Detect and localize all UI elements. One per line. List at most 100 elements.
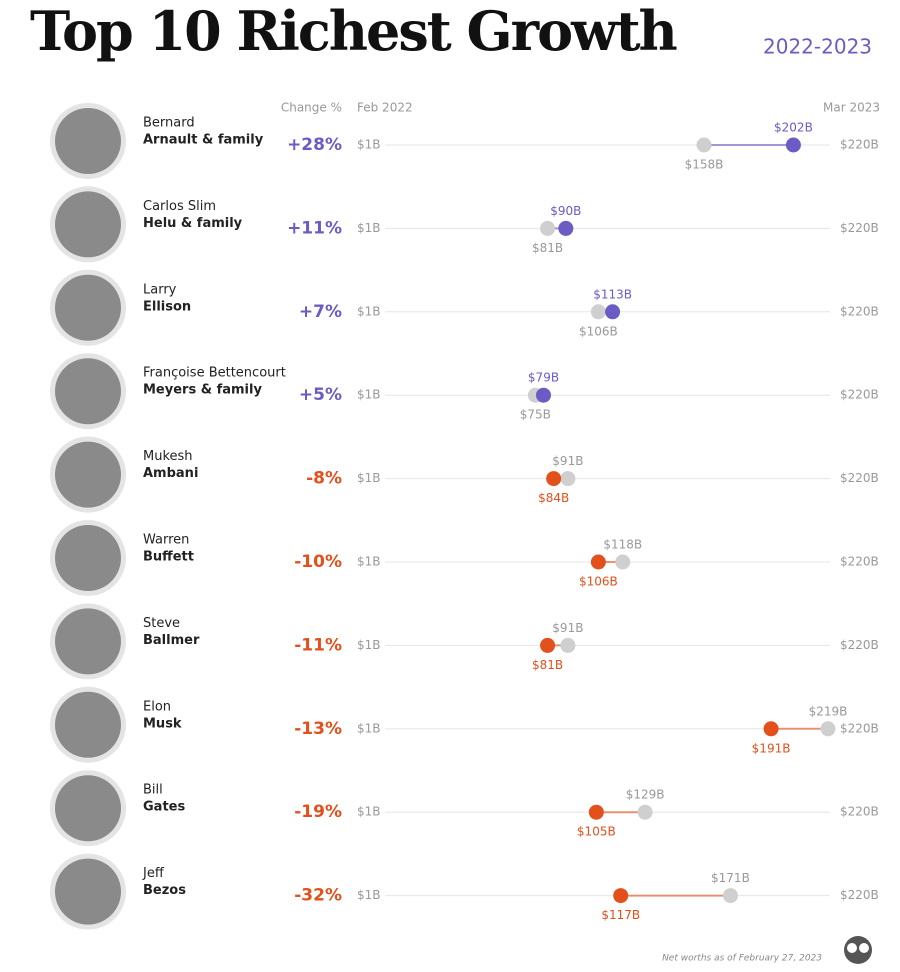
change-label: +5%: [299, 385, 342, 405]
change-label: -10%: [294, 552, 342, 572]
end-value-label: $202B: [774, 121, 813, 135]
start-dot: [560, 637, 576, 653]
end-value-label: $90B: [550, 204, 581, 218]
change-label: -19%: [294, 802, 342, 822]
start-value-label: $81B: [532, 241, 563, 255]
start-value-label: $219B: [809, 704, 848, 718]
start-dot: [696, 137, 712, 153]
start-value-label: $118B: [603, 538, 642, 552]
first-name: Warren: [143, 533, 189, 548]
start-dot: [637, 804, 653, 820]
last-name: Ballmer: [143, 633, 200, 648]
end-dot: [540, 637, 556, 653]
end-dot: [558, 220, 574, 236]
end-dot: [785, 137, 801, 153]
x-tick-label: $220B: [840, 638, 879, 652]
x-tick-label: $1B: [357, 805, 381, 819]
start-value-label: $75B: [520, 408, 551, 422]
chart-subtitle: 2022-2023: [763, 35, 872, 59]
end-dot: [763, 721, 779, 737]
last-name: Gates: [143, 800, 185, 815]
x-tick-label: $220B: [840, 555, 879, 569]
photo-inner: [55, 691, 121, 758]
end-value-label: $84B: [538, 491, 569, 505]
logo: [844, 936, 872, 964]
first-name: Bernard: [143, 116, 195, 131]
change-label: -8%: [306, 469, 342, 489]
x-tick-label: $220B: [840, 388, 879, 402]
start-dot: [590, 304, 606, 320]
x-tick-label: $1B: [357, 888, 381, 902]
change-label: -32%: [294, 886, 342, 906]
x-tick-label: $1B: [357, 471, 381, 485]
end-value-label: $113B: [593, 287, 632, 301]
start-dot: [540, 220, 556, 236]
photo-inner: [55, 775, 121, 842]
first-name: Jeff: [142, 866, 165, 881]
photo-inner: [55, 858, 121, 925]
end-value-label: $106B: [579, 575, 618, 589]
end-value-label: $105B: [577, 825, 616, 839]
end-dot: [613, 888, 629, 904]
x-tick-label: $1B: [357, 221, 381, 235]
end-dot: [590, 554, 606, 570]
start-value-label: $106B: [579, 324, 618, 338]
x-tick-label: $1B: [357, 304, 381, 318]
start-value-label: $129B: [626, 788, 665, 802]
end-dot: [535, 387, 551, 403]
end-dot: [588, 804, 604, 820]
photo-inner: [55, 274, 121, 341]
start-value-label: $91B: [552, 621, 583, 635]
x-tick-label: $220B: [840, 888, 879, 902]
footnote: Net worths as of February 27, 2023: [662, 954, 822, 964]
end-value-label: $81B: [532, 658, 563, 672]
last-name: Bezos: [143, 883, 186, 898]
last-name: Arnault & family: [143, 133, 264, 148]
x-tick-label: $220B: [840, 138, 879, 152]
change-label: +11%: [287, 218, 342, 238]
start-dot: [820, 721, 836, 737]
change-label: -13%: [294, 719, 342, 739]
photo-inner: [55, 525, 121, 591]
photo-inner: [55, 191, 121, 258]
end-value-label: $117B: [601, 908, 640, 922]
photo-inner: [55, 441, 121, 508]
change-label: +7%: [299, 302, 342, 322]
photo-inner: [55, 608, 121, 675]
x-tick-label: $220B: [840, 221, 879, 235]
last-name: Helu & family: [143, 216, 243, 231]
x-tick-label: $1B: [357, 555, 381, 569]
x-tick-label: $1B: [357, 138, 381, 152]
first-name: Bill: [143, 783, 163, 798]
change-header: Change %: [281, 101, 342, 115]
end-dot: [605, 304, 621, 320]
x-tick-label: $1B: [357, 638, 381, 652]
photo-inner: [55, 108, 121, 174]
last-name: Ambani: [143, 466, 198, 481]
end-dot: [546, 471, 562, 487]
first-name: Larry: [143, 282, 177, 297]
first-name: Mukesh: [143, 449, 193, 464]
chart-title: Top 10 Richest Growth: [30, 0, 678, 63]
end-header: Mar 2023: [823, 101, 880, 115]
change-label: -11%: [294, 635, 342, 655]
photo-inner: [55, 358, 121, 425]
first-name: Steve: [143, 616, 180, 631]
x-tick-label: $220B: [840, 471, 879, 485]
start-value-label: $158B: [685, 158, 724, 172]
end-value-label: $79B: [528, 371, 559, 385]
start-dot: [722, 888, 738, 904]
first-name: Elon: [143, 699, 171, 714]
first-name: Carlos Slim: [143, 199, 216, 214]
start-dot: [615, 554, 631, 570]
last-name: Buffett: [143, 550, 194, 565]
x-tick-label: $220B: [840, 304, 879, 318]
last-name: Ellison: [143, 299, 191, 314]
x-tick-label: $220B: [840, 805, 879, 819]
start-dot: [560, 471, 576, 487]
start-header: Feb 2022: [357, 101, 413, 115]
change-label: +28%: [287, 135, 342, 155]
last-name: Meyers & family: [143, 383, 262, 398]
end-value-label: $191B: [752, 741, 791, 755]
